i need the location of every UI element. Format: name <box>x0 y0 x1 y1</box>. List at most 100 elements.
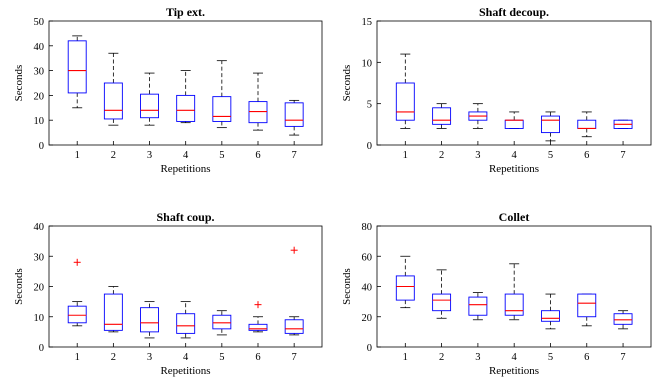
x-tick-label: 6 <box>584 352 589 363</box>
chart-title: Tip ext. <box>166 5 205 19</box>
x-tick-label: 3 <box>475 352 480 363</box>
x-axis-label: Repetitions <box>489 163 539 175</box>
box-5 <box>541 111 560 142</box>
box-6 <box>577 293 597 327</box>
iqr-box <box>212 96 232 122</box>
y-tick-label: 10 <box>34 116 45 127</box>
box-2 <box>432 269 452 319</box>
box-6 <box>577 111 597 138</box>
iqr-box <box>432 293 452 312</box>
chart-panel: Shaft coup. Repetitions Seconds 0 10 20 30 40 1 2… <box>13 210 323 377</box>
box-1 <box>67 35 87 109</box>
y-tick-label: 30 <box>34 252 45 263</box>
iqr-box <box>395 275 415 301</box>
box-5 <box>212 60 232 129</box>
x-tick-label: 1 <box>403 150 408 161</box>
chart-title: Shaft coup. <box>156 210 214 224</box>
box-7 <box>613 310 633 330</box>
box-4 <box>176 70 196 124</box>
y-tick-label: 40 <box>34 222 45 233</box>
y-tick-label: 0 <box>39 343 44 354</box>
box-3 <box>468 103 488 129</box>
box-4 <box>504 111 524 129</box>
outlier-point <box>254 301 262 309</box>
y-tick-label: 0 <box>367 343 372 354</box>
box-2 <box>103 286 123 333</box>
y-tick-label: 50 <box>34 17 45 28</box>
y-tick-label: 0 <box>367 141 372 152</box>
y-tick-label: 15 <box>362 17 373 28</box>
x-tick-label: 2 <box>111 150 116 161</box>
iqr-box <box>395 82 415 121</box>
x-tick-label: 5 <box>548 352 553 363</box>
iqr-box <box>248 101 268 124</box>
x-tick-label: 3 <box>147 150 152 161</box>
iqr-box <box>541 310 560 322</box>
y-tick-label: 5 <box>367 100 372 111</box>
y-tick-label: 60 <box>362 252 373 263</box>
plot-area <box>376 20 652 146</box>
x-axis-label: Repetitions <box>489 365 539 377</box>
x-tick-label: 5 <box>548 150 553 161</box>
x-tick-label: 6 <box>255 352 260 363</box>
y-axis-label: Seconds <box>13 65 25 102</box>
x-axis-label: Repetitions <box>160 163 210 175</box>
x-tick-label: 4 <box>183 150 189 161</box>
x-tick-label: 7 <box>620 352 625 363</box>
y-tick-label: 20 <box>34 91 45 102</box>
iqr-box <box>432 107 452 125</box>
box-3 <box>140 301 159 339</box>
iqr-box <box>468 296 488 316</box>
box-3 <box>468 292 488 321</box>
y-tick-label: 30 <box>34 67 45 78</box>
y-tick-label: 80 <box>362 222 373 233</box>
iqr-box <box>504 293 524 316</box>
iqr-box <box>176 94 196 122</box>
x-tick-label: 1 <box>403 352 408 363</box>
iqr-box <box>541 115 560 134</box>
iqr-box <box>67 40 87 94</box>
box-3 <box>140 72 159 126</box>
plot-area <box>48 225 323 348</box>
chart-panel: Collet Repetitions Seconds 0 20 40 60 80 1 2 3 4 5 6 7 <box>341 210 652 377</box>
box-4 <box>176 301 196 339</box>
y-tick-label: 0 <box>39 141 44 152</box>
x-tick-label: 3 <box>475 150 480 161</box>
x-tick-label: 4 <box>512 352 518 363</box>
outlier-point <box>290 246 298 254</box>
x-tick-label: 1 <box>75 150 80 161</box>
x-tick-label: 7 <box>620 150 625 161</box>
x-tick-label: 6 <box>584 150 589 161</box>
iqr-box <box>284 102 304 127</box>
y-tick-label: 40 <box>34 42 45 53</box>
iqr-box <box>176 313 196 334</box>
x-tick-label: 5 <box>219 352 224 363</box>
x-tick-label: 3 <box>147 352 152 363</box>
iqr-box <box>248 323 268 331</box>
x-tick-label: 2 <box>439 150 444 161</box>
box-7 <box>613 119 633 129</box>
iqr-box <box>67 305 87 324</box>
x-tick-label: 2 <box>111 352 116 363</box>
x-tick-label: 7 <box>292 150 297 161</box>
y-axis-label: Seconds <box>341 65 353 102</box>
box-6 <box>248 72 268 131</box>
box-1 <box>67 258 87 327</box>
box-4 <box>504 263 524 321</box>
iqr-box <box>504 119 524 129</box>
x-tick-label: 4 <box>512 150 518 161</box>
iqr-box <box>284 319 304 334</box>
y-axis-label: Seconds <box>13 268 25 305</box>
x-tick-label: 7 <box>292 352 297 363</box>
iqr-box <box>140 307 159 333</box>
x-tick-label: 6 <box>255 150 260 161</box>
iqr-box <box>577 119 597 129</box>
iqr-box <box>212 314 232 330</box>
x-tick-label: 1 <box>75 352 80 363</box>
box-1 <box>395 255 415 309</box>
y-tick-label: 10 <box>362 58 373 69</box>
y-axis-label: Seconds <box>341 268 353 305</box>
box-7 <box>284 99 304 136</box>
x-tick-label: 5 <box>219 150 224 161</box>
